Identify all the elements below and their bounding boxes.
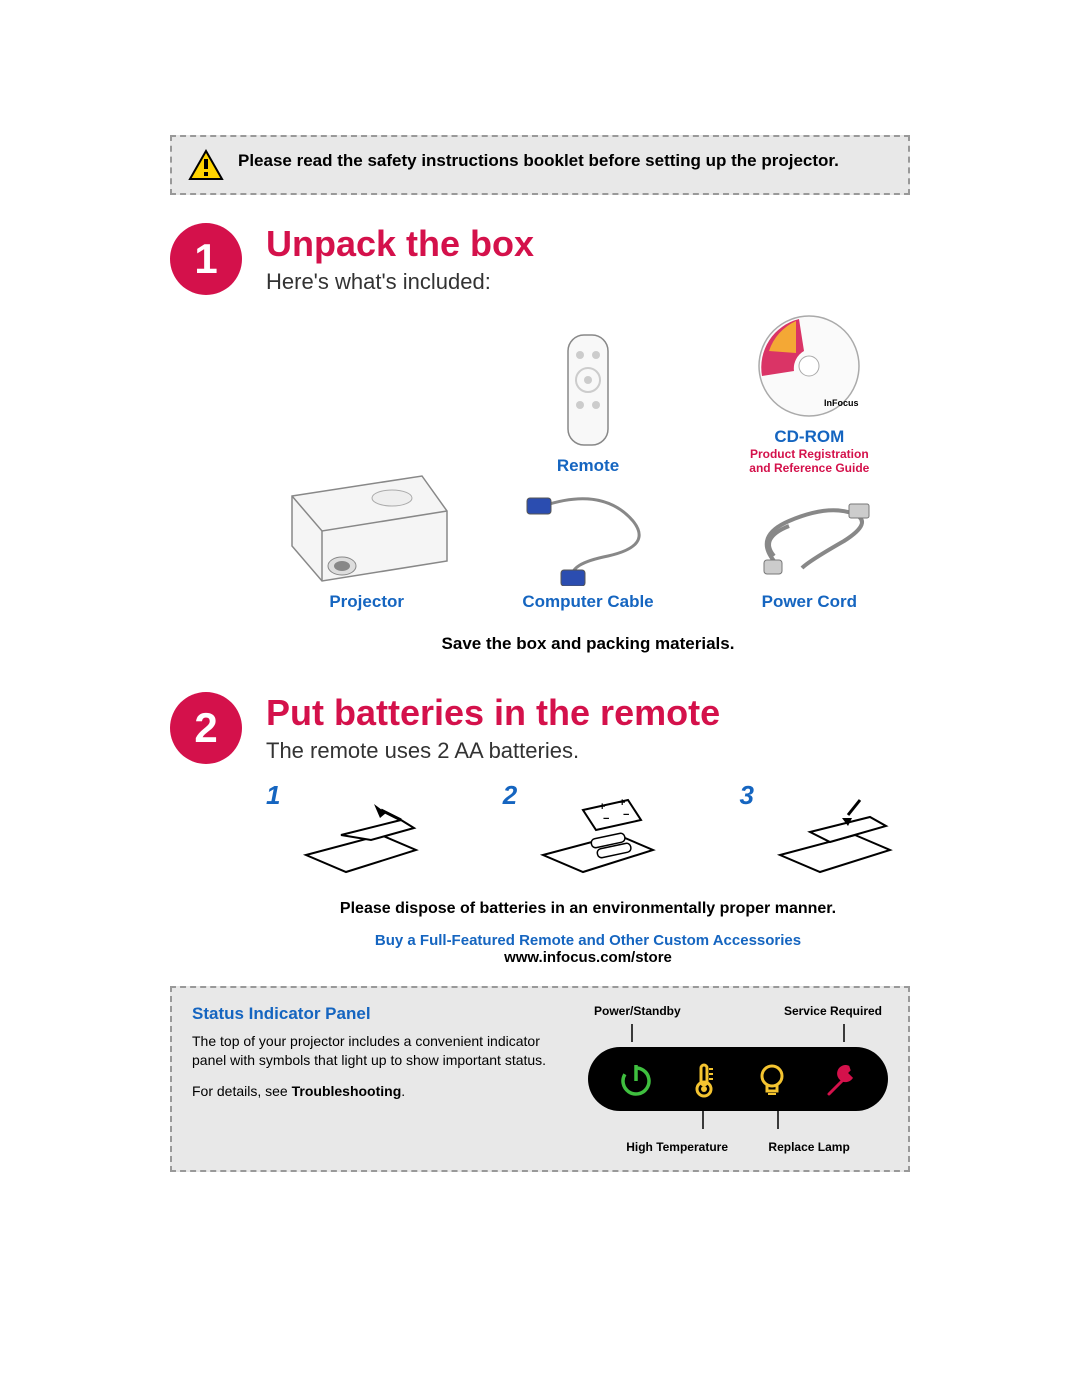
bstep3-num: 3 [740, 780, 754, 811]
step-badge-2: 2 [170, 692, 242, 764]
store-url: www.infocus.com/store [266, 949, 910, 966]
status-detail: For details, see Troubleshooting. [192, 1083, 564, 1099]
label-lamp: Replace Lamp [768, 1140, 849, 1154]
section2-subtitle: The remote uses 2 AA batteries. [266, 738, 910, 764]
thermometer-icon [684, 1059, 724, 1099]
bstep1-illus [286, 780, 436, 880]
cdrom-label: CD-ROM [774, 427, 844, 447]
safety-warning-box: Please read the safety instructions book… [170, 135, 910, 195]
indicator-diagram: Power/Standby Service Required [588, 1004, 888, 1154]
cdrom-illustration: InFocus [754, 311, 864, 421]
warning-text: Please read the safety instructions book… [238, 149, 839, 173]
bottom-connectors [588, 1111, 888, 1129]
warning-icon [188, 149, 224, 181]
projector-illustration [272, 446, 462, 586]
included-items-grid: Projector Remote InFocus [266, 311, 910, 612]
wrench-icon [820, 1059, 860, 1099]
item-cable: Computer Cable [487, 486, 688, 612]
step-badge-1: 1 [170, 223, 242, 295]
projector-label: Projector [329, 592, 404, 612]
status-indicator-panel: Status Indicator Panel The top of your p… [170, 986, 910, 1172]
status-title: Status Indicator Panel [192, 1004, 564, 1024]
svg-text:−: − [603, 813, 609, 825]
battery-step-3: 3 [740, 780, 910, 880]
bstep2-num: 2 [503, 780, 517, 811]
remote-illustration [558, 330, 618, 450]
item-remote: Remote [487, 330, 688, 476]
section2-title: Put batteries in the remote [266, 692, 910, 734]
top-connectors [588, 1024, 888, 1042]
lamp-icon [752, 1059, 792, 1099]
cable-label: Computer Cable [522, 592, 653, 612]
indicator-bar [588, 1047, 888, 1111]
item-cord: Power Cord [709, 486, 910, 612]
item-projector: Projector [266, 446, 467, 612]
svg-text:−: − [623, 809, 629, 821]
battery-step-2: 2 + + − − [503, 780, 673, 880]
bstep1-num: 1 [266, 780, 280, 811]
cdrom-sub2: and Reference Guide [749, 461, 869, 475]
dispose-note: Please dispose of batteries in an enviro… [266, 900, 910, 918]
svg-text:+: + [619, 797, 625, 809]
label-temp: High Temperature [626, 1140, 728, 1154]
section1-subtitle: Here's what's included: [266, 269, 910, 295]
status-detail-bold: Troubleshooting [292, 1083, 402, 1099]
buy-accessories-line: Buy a Full-Featured Remote and Other Cus… [266, 932, 910, 949]
bstep3-illus [760, 780, 910, 880]
svg-text:+: + [599, 801, 605, 813]
cable-illustration [513, 486, 663, 586]
status-detail-prefix: For details, see [192, 1083, 292, 1099]
cord-label: Power Cord [762, 592, 857, 612]
section-unpack: 1 Unpack the box Here's what's included:… [170, 223, 910, 664]
cdrom-sub1: Product Registration [750, 447, 869, 461]
save-box-note: Save the box and packing materials. [266, 634, 910, 654]
section1-title: Unpack the box [266, 223, 910, 265]
label-power: Power/Standby [594, 1004, 681, 1018]
item-cdrom: InFocus CD-ROM Product Registration and … [709, 311, 910, 476]
status-desc: The top of your projector includes a con… [192, 1032, 564, 1071]
remote-label: Remote [557, 456, 619, 476]
svg-text:InFocus: InFocus [824, 398, 859, 408]
section-batteries: 2 Put batteries in the remote The remote… [170, 692, 910, 986]
battery-steps: 1 2 + + − − [266, 780, 910, 880]
label-service: Service Required [784, 1004, 882, 1018]
cord-illustration [734, 486, 884, 586]
battery-step-1: 1 [266, 780, 436, 880]
bstep2-illus: + + − − [523, 780, 673, 880]
status-detail-suffix: . [401, 1083, 405, 1099]
power-icon [616, 1059, 656, 1099]
